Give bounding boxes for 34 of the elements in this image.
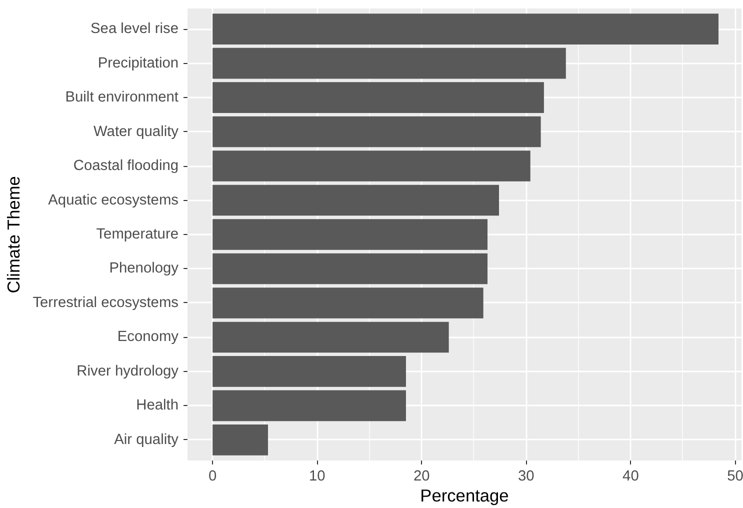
- bar: [212, 288, 484, 318]
- x-tick-label: 0: [208, 468, 217, 484]
- y-tick-label: Sea level rise: [90, 21, 179, 38]
- x-tick-label: 20: [413, 468, 430, 484]
- x-tick-label: 30: [518, 468, 534, 484]
- bar: [212, 48, 566, 79]
- x-tick-label: 50: [727, 468, 743, 484]
- bar: [212, 390, 406, 422]
- x-tick-label: 40: [622, 468, 639, 484]
- bar: [212, 150, 530, 182]
- x-tick-label: 10: [308, 468, 326, 484]
- bar: [212, 14, 719, 44]
- x-axis-title: Percentage: [420, 486, 509, 506]
- y-tick-label: Phenology: [109, 260, 180, 277]
- bar: [212, 116, 541, 148]
- y-tick-label: Coastal flooding: [73, 158, 179, 174]
- y-tick-label: Temperature: [96, 226, 179, 242]
- y-tick-label: Built environment: [65, 90, 179, 106]
- bar: [212, 253, 488, 284]
- y-tick-label: Water quality: [94, 124, 180, 140]
- bar: [212, 424, 268, 456]
- bar: [212, 322, 449, 353]
- y-tick-label: Air quality: [114, 432, 180, 448]
- y-tick-label: Aquatic ecosystems: [48, 192, 179, 208]
- bar: [212, 184, 499, 216]
- y-axis-title: Climate Theme: [4, 176, 24, 294]
- bar: [212, 356, 406, 387]
- bar: [212, 219, 488, 250]
- bar: [212, 82, 544, 113]
- y-tick-label: River hydrology: [76, 363, 180, 380]
- y-tick-label: Precipitation: [98, 55, 179, 72]
- y-tick-label: Health: [136, 398, 179, 414]
- y-tick-label: Economy: [117, 329, 180, 346]
- y-tick-label: Terrestrial ecosystems: [32, 294, 179, 311]
